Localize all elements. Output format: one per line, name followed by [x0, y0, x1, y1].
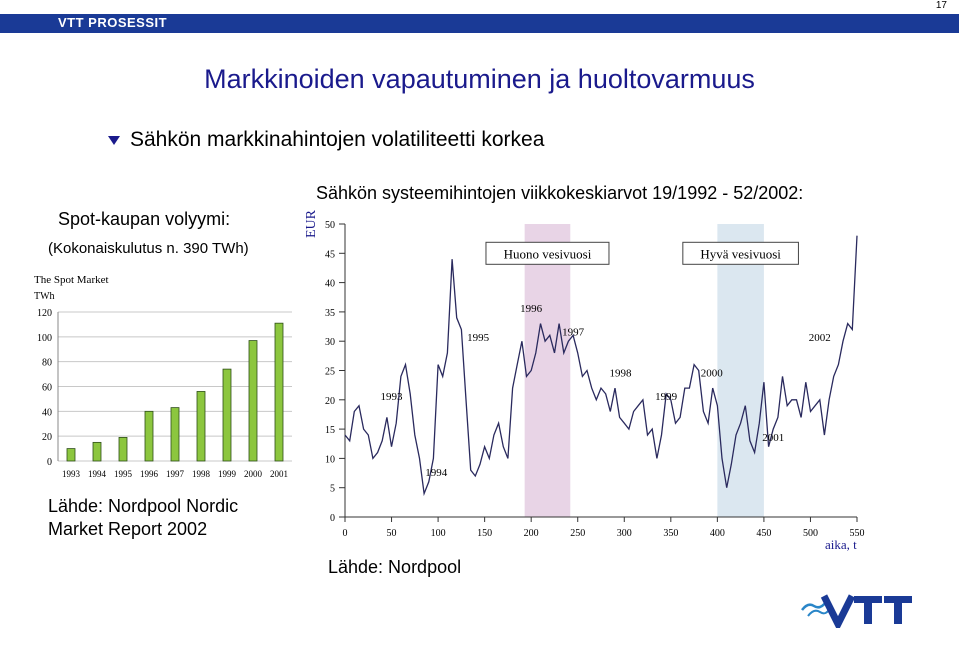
band-label-box	[682, 241, 799, 265]
band-label-text: Hyvä vesivuosi	[700, 246, 781, 261]
bar-1997	[170, 407, 180, 462]
line-xtick-label: 450	[756, 528, 771, 539]
left-panel-heading: Spot-kaupan volyymi:	[58, 209, 231, 229]
brand-bar: VTT PROSESSIT	[0, 14, 959, 33]
line-ytick-label: 15	[325, 425, 335, 436]
line-ytick-label: 0	[330, 513, 335, 524]
bar-xtick-label: 1993	[62, 469, 81, 479]
bar-chart-ylabel: TWh	[34, 291, 55, 302]
line-xtick-label: 50	[387, 528, 397, 539]
bar-1995	[118, 437, 128, 462]
line-ytick-label: 45	[325, 249, 335, 260]
line-xtick-label: 350	[663, 528, 678, 539]
bar-xtick-label: 2000	[244, 469, 263, 479]
bar-ytick-label: 120	[37, 308, 52, 319]
bar-1993	[66, 448, 76, 462]
line-ytick-label: 10	[325, 454, 335, 465]
line-xtick-label: 500	[803, 528, 818, 539]
bar-xtick-label: 1994	[88, 469, 107, 479]
band-label: Hyvä vesivuosi	[682, 241, 799, 265]
line-xtick-label: 550	[850, 528, 865, 539]
year-label-1997: 1997	[562, 326, 585, 338]
bar-ytick-label: 60	[42, 383, 52, 394]
bar-ytick-label: 40	[42, 407, 52, 418]
vtt-logo	[801, 594, 912, 628]
line-xtick-label: 150	[477, 528, 492, 539]
band-label: Huono vesivuosi	[485, 241, 610, 265]
line-xtick-label: 100	[431, 528, 446, 539]
bar-xtick-label: 1998	[192, 469, 211, 479]
left-panel-subheading: (Kokonaiskulutus n. 390 TWh)	[48, 240, 249, 257]
year-label-1994: 1994	[425, 467, 448, 479]
line-ytick-label: 25	[325, 367, 335, 378]
line-ytick-label: 50	[325, 220, 335, 231]
bullet-text: Sähkön markkinahintojen volatiliteetti k…	[130, 128, 545, 151]
year-label-1996: 1996	[520, 303, 543, 315]
band-label-box	[485, 241, 610, 265]
year-label-1999: 1999	[655, 391, 678, 403]
line-chart-xlabel: aika, t	[825, 537, 857, 552]
bar-1998	[196, 391, 206, 462]
bar-2000	[248, 340, 258, 462]
year-label-1998: 1998	[610, 367, 633, 379]
price-series-line	[344, 235, 858, 497]
line-xtick-label: 300	[617, 528, 632, 539]
year-label-1993: 1993	[381, 391, 404, 403]
triangle-bullet-icon	[108, 135, 120, 145]
year-label-1995: 1995	[467, 332, 490, 344]
bar-ytick-label: 20	[42, 432, 52, 443]
line-xtick-label: 400	[710, 528, 725, 539]
year-label-2001: 2001	[762, 432, 784, 444]
bar-xtick-label: 1999	[218, 469, 237, 479]
left-source-line2: Market Report 2002	[48, 519, 208, 539]
line-xtick-label: 0	[343, 528, 348, 539]
bar-ytick-label: 100	[37, 333, 52, 344]
spot-market-bar-chart: The Spot Market TWh 0 20 40 60 80 100 120 1993…	[34, 274, 292, 479]
line-chart-ylabel: EUR	[304, 210, 319, 238]
bar-2001	[274, 322, 284, 462]
line-ytick-label: 30	[325, 337, 335, 348]
bar-xtick-label: 1997	[166, 469, 185, 479]
right-source: Lähde: Nordpool	[328, 557, 462, 577]
brand-label: VTT PROSESSIT	[58, 15, 168, 30]
system-price-line-chart: Huono vesivuosi Hyvä vesivuosi 0 5 10 15 20 25…	[304, 210, 865, 552]
bar-xtick-label: 2001	[270, 469, 288, 479]
line-xtick-label: 200	[524, 528, 539, 539]
bar-1996	[144, 410, 154, 462]
bar-1994	[92, 441, 102, 462]
bar-ytick-label: 0	[47, 457, 52, 468]
bar-chart-title: The Spot Market	[34, 274, 109, 286]
band-dry-year	[524, 224, 571, 517]
line-xtick-label: 250	[570, 528, 585, 539]
left-source-line1: Lähde: Nordpool Nordic	[48, 496, 239, 516]
year-label-2000: 2000	[701, 367, 724, 379]
bar-ytick-label: 80	[42, 358, 52, 369]
year-label-2002: 2002	[809, 332, 831, 344]
line-ytick-label: 20	[325, 396, 335, 407]
line-ytick-label: 5	[330, 484, 335, 495]
right-panel-heading: Sähkön systeemihintojen viikkokeskiarvot…	[316, 183, 804, 203]
band-wet-year	[717, 224, 764, 517]
line-ytick-label: 40	[325, 279, 335, 290]
bar-xtick-label: 1996	[140, 469, 159, 479]
page-number: 17	[935, 0, 947, 11]
bar-1999	[222, 368, 232, 462]
bar-xtick-label: 1995	[114, 469, 133, 479]
page-title: Markkinoiden vapautuminen ja huoltovarmu…	[204, 64, 755, 94]
line-ytick-label: 35	[325, 308, 335, 319]
bullet-item: Sähkön markkinahintojen volatiliteetti k…	[108, 128, 544, 152]
band-label-text: Huono vesivuosi	[504, 246, 592, 261]
